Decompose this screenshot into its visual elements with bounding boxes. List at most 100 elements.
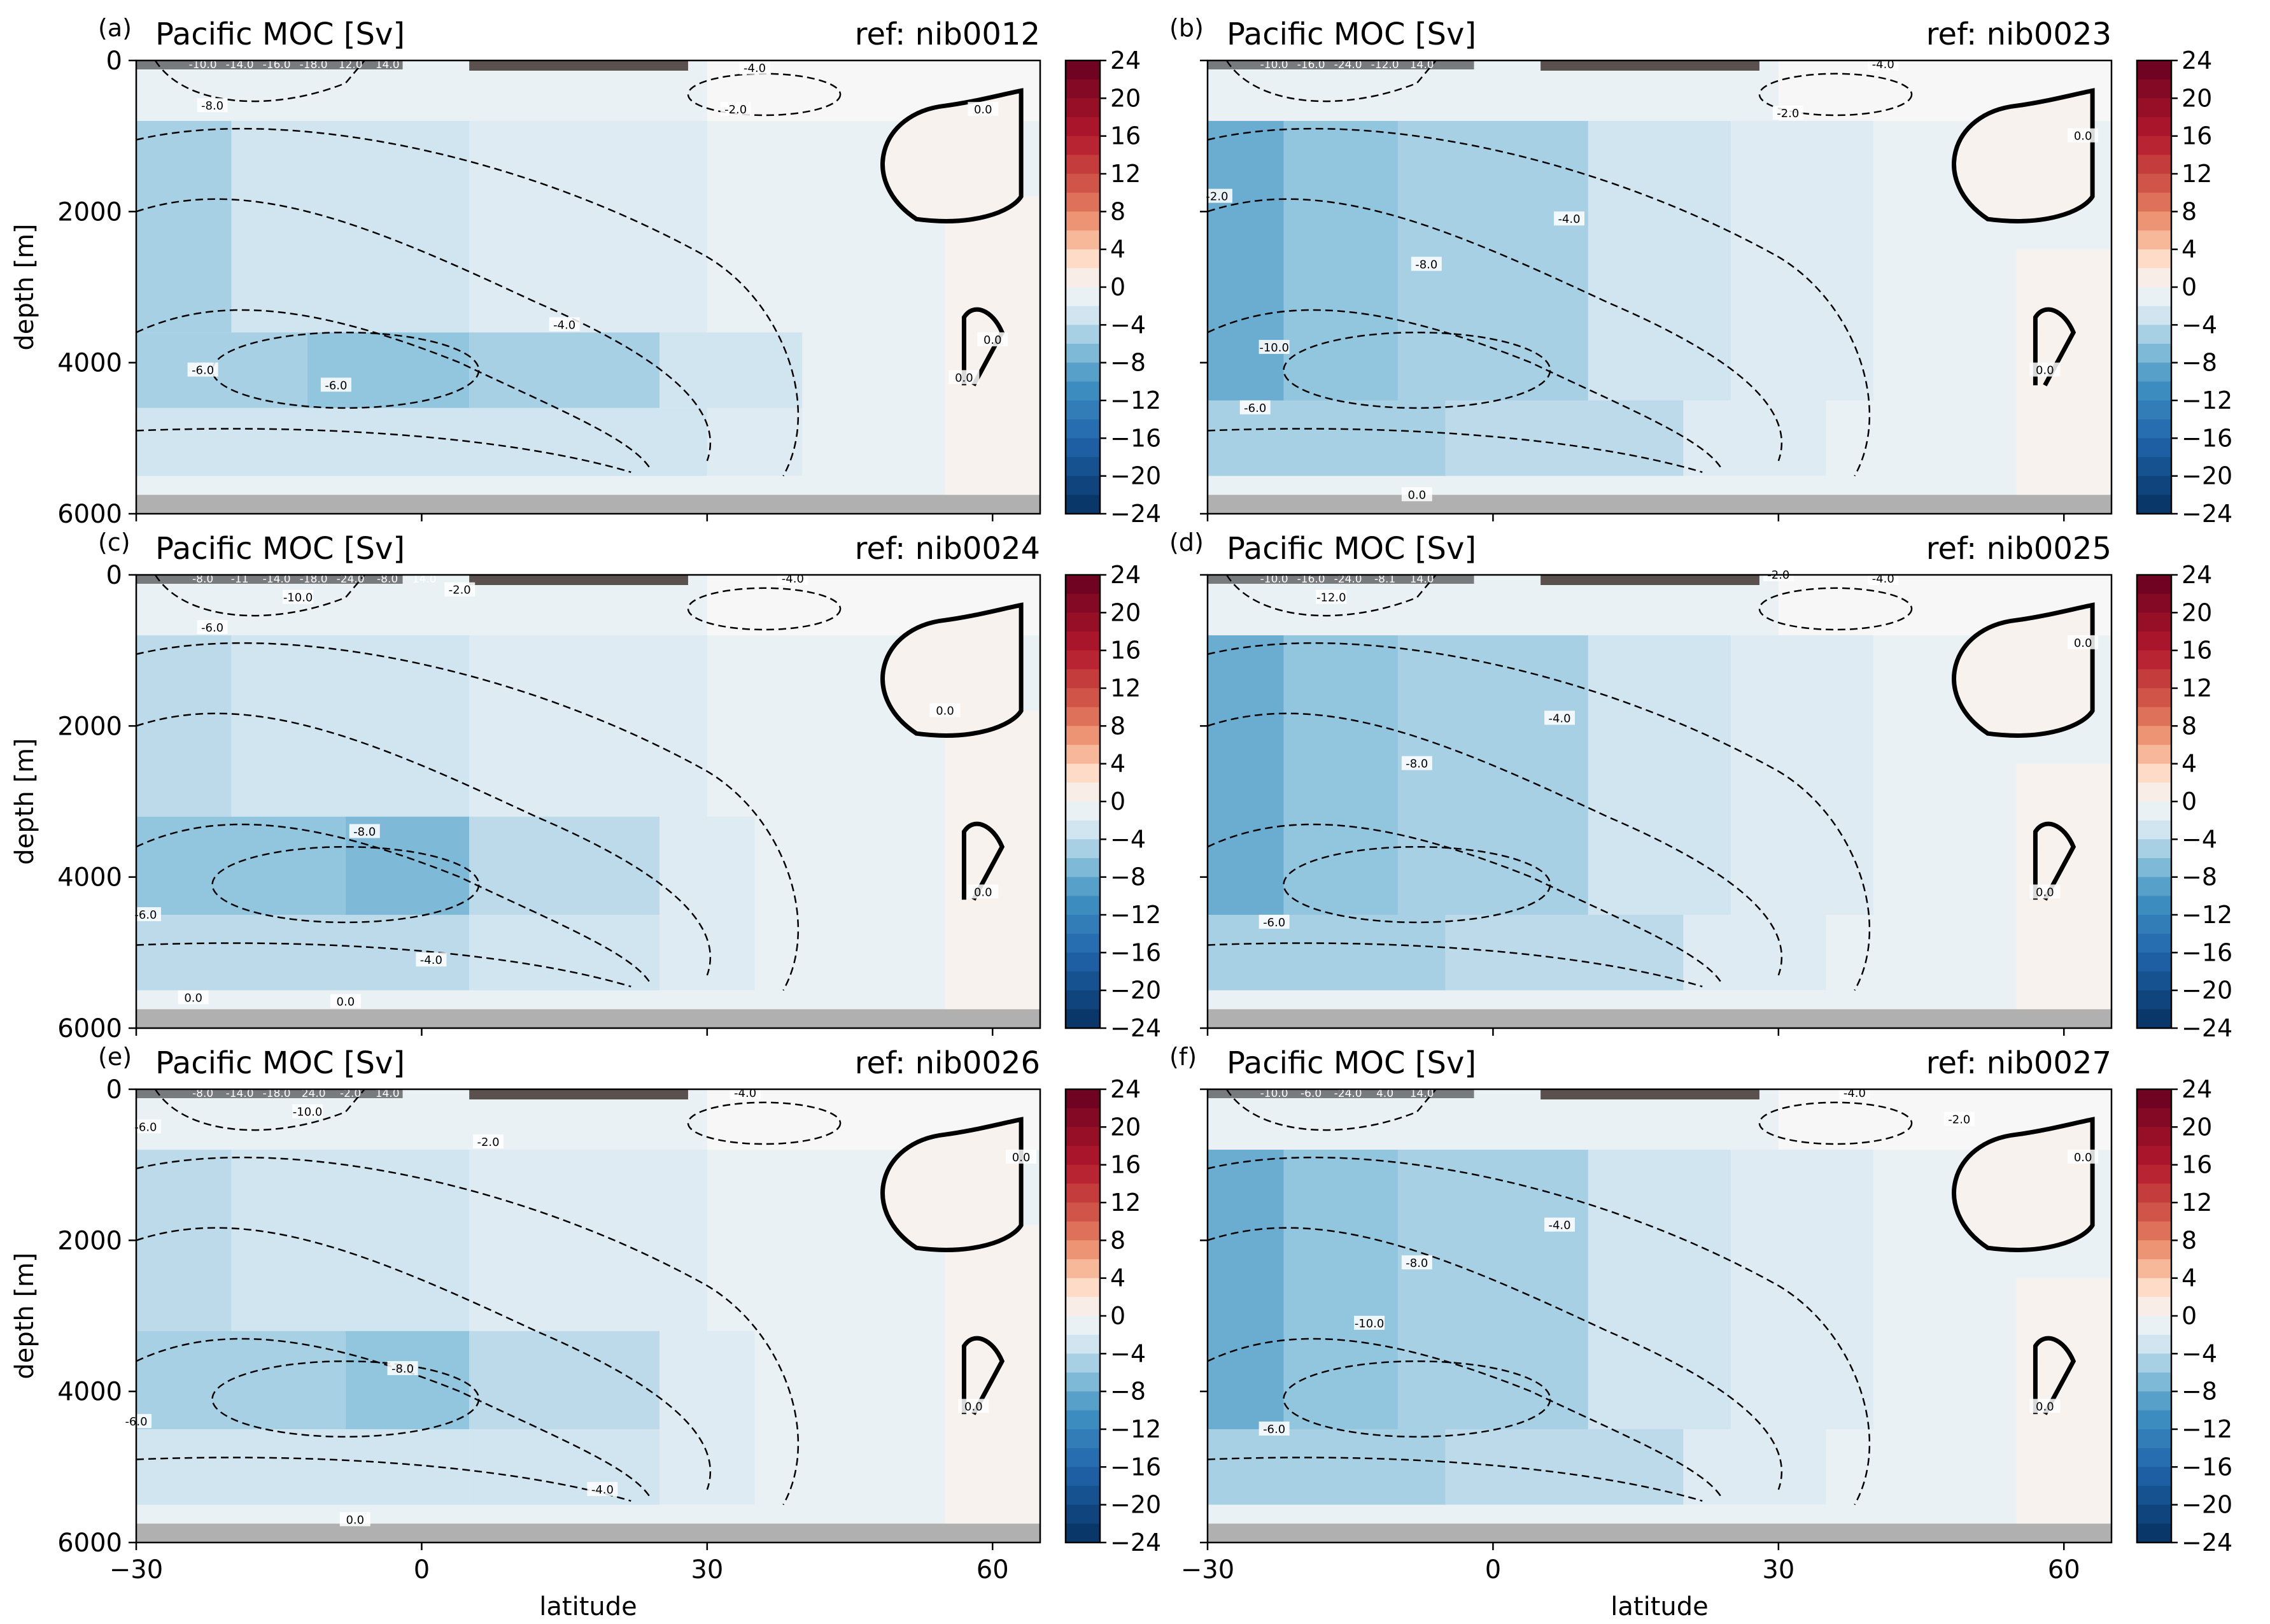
surface-contour-label: 14.0 bbox=[1410, 1087, 1434, 1100]
surface-contour-label: -8.0 bbox=[192, 1087, 213, 1100]
colorbar-segment bbox=[1066, 1009, 1100, 1029]
contour-label: 0.0 bbox=[936, 705, 954, 718]
moc-cell bbox=[136, 476, 1040, 495]
colorbar-segment bbox=[1066, 896, 1100, 915]
contour-label: 0.0 bbox=[2036, 364, 2054, 378]
contour-line bbox=[1207, 1156, 1871, 1506]
colorbar-tick-label: −12 bbox=[1110, 901, 1161, 929]
colorbar-segment bbox=[1066, 1410, 1100, 1430]
contour-label: -10.0 bbox=[293, 1106, 323, 1119]
colorbar-segment bbox=[1066, 1486, 1100, 1506]
moc-cell bbox=[1208, 915, 1446, 991]
contour-label-bg bbox=[1401, 487, 1432, 502]
colorbar-tick-label: 12 bbox=[1110, 674, 1141, 702]
contour-label-bg bbox=[948, 370, 980, 385]
x-tick-label: 0 bbox=[414, 1555, 430, 1585]
colorbar-segment bbox=[1066, 400, 1100, 420]
moc-cell bbox=[1397, 635, 1588, 915]
plot-frame bbox=[135, 59, 1041, 515]
contour-label: 0.0 bbox=[337, 995, 355, 1008]
land-mask bbox=[1208, 1009, 2111, 1028]
colorbar-tick-label: 24 bbox=[2182, 46, 2212, 74]
colorbar-segment bbox=[1066, 726, 1100, 745]
colorbar-tick-label: 8 bbox=[2182, 712, 2197, 740]
colorbar-tick-label: −16 bbox=[2182, 424, 2232, 452]
colorbar-segment bbox=[2137, 1164, 2171, 1184]
moc-cell bbox=[659, 1429, 755, 1505]
contour-line bbox=[687, 1101, 842, 1145]
contour-line bbox=[1207, 309, 1723, 469]
colorbar-segment bbox=[2137, 726, 2171, 745]
contour-line bbox=[1207, 642, 1871, 991]
moc-cell bbox=[1683, 915, 1826, 991]
colorbar-tick-label: −4 bbox=[1110, 825, 1146, 853]
contour-line bbox=[211, 1360, 480, 1438]
colorbar-segment bbox=[1066, 495, 1100, 514]
surface-contour-label: -14.0 bbox=[226, 59, 254, 71]
colorbar-segment bbox=[1066, 801, 1100, 821]
contour-label: -2.0 bbox=[1777, 107, 1799, 120]
moc-cell bbox=[1208, 60, 1474, 121]
panel-ref: ref: nib0025 bbox=[1926, 531, 2111, 567]
panel-label: (f) bbox=[1169, 1043, 1197, 1071]
contour-label: 0.0 bbox=[346, 1513, 364, 1527]
zero-contour bbox=[1952, 602, 2095, 738]
surface-contour-label: -10.0 bbox=[189, 59, 217, 71]
y-tick-label: 0 bbox=[106, 1075, 122, 1105]
colorbar-segment bbox=[2137, 1486, 2171, 1506]
colorbar-segment bbox=[2137, 1221, 2171, 1241]
contour-line bbox=[154, 1089, 365, 1131]
contour-line bbox=[1283, 845, 1551, 924]
contour-label-bg bbox=[1401, 1255, 1432, 1269]
colorbar-segment bbox=[1066, 688, 1100, 708]
contour-label: 0.0 bbox=[1408, 488, 1427, 502]
colorbar-tick-label: 0 bbox=[1110, 1302, 1125, 1330]
colorbar-segment bbox=[1066, 98, 1100, 118]
colorbar-segment bbox=[2137, 1523, 2171, 1543]
x-tick-label: −30 bbox=[109, 1555, 163, 1585]
contour-line bbox=[136, 1156, 800, 1506]
contour-label-bg bbox=[968, 102, 999, 117]
colorbar-tick-label: −20 bbox=[2182, 462, 2232, 490]
contour-line bbox=[136, 1457, 631, 1502]
panel-title: Pacific MOC [Sv] bbox=[1227, 531, 1476, 567]
contour-label-bg bbox=[1354, 1315, 1385, 1330]
x-axis-label: latitude bbox=[539, 1592, 637, 1621]
contour-label-bg bbox=[339, 1512, 370, 1527]
contour-label-bg bbox=[1258, 1422, 1290, 1436]
colorbar-tick-label: −8 bbox=[1110, 349, 1146, 377]
surface-contour-label: -8.0 bbox=[192, 573, 213, 586]
colorbar-tick-label: 20 bbox=[2182, 1113, 2212, 1141]
surface-contour-label: -24.0 bbox=[1334, 573, 1362, 586]
colorbar-tick-label: 20 bbox=[1110, 84, 1141, 112]
contour-line bbox=[1207, 712, 1783, 976]
colorbar-tick-label: −20 bbox=[2182, 977, 2232, 1005]
colorbar-tick-label: −16 bbox=[1110, 938, 1161, 966]
contour-label: -4.0 bbox=[591, 1483, 614, 1497]
contour-label-bg bbox=[2068, 1149, 2099, 1164]
colorbar-tick-label: −4 bbox=[2182, 1339, 2217, 1367]
moc-cell bbox=[136, 120, 232, 333]
surface-contour-label: -10.0 bbox=[1260, 573, 1288, 586]
surface-contour-band bbox=[1208, 575, 1474, 584]
colorbar-tick-label: 24 bbox=[1110, 561, 1141, 589]
y-tick-label: 6000 bbox=[57, 1529, 122, 1558]
colorbar-segment bbox=[1066, 362, 1100, 382]
colorbar-tick-label: −12 bbox=[2182, 386, 2232, 414]
surface-contour-label: -24.0 bbox=[1334, 59, 1362, 71]
panel-ref: ref: nib0023 bbox=[1926, 17, 2111, 52]
surface-contour-label: -6.0 bbox=[1301, 1087, 1322, 1100]
x-tick-label: −30 bbox=[1181, 1555, 1234, 1585]
zero-contour bbox=[2033, 821, 2076, 901]
x-tick-label: 30 bbox=[1762, 1555, 1794, 1585]
colorbar-segment bbox=[2137, 155, 2171, 174]
colorbar-segment bbox=[2137, 990, 2171, 1010]
colorbar-tick-label: −20 bbox=[1110, 1491, 1161, 1519]
colorbar-segment bbox=[1066, 344, 1100, 364]
contour-label: -8.0 bbox=[1406, 758, 1428, 771]
moc-cell bbox=[707, 635, 898, 817]
contour-line bbox=[136, 1338, 651, 1498]
colorbar-segment bbox=[2137, 306, 2171, 325]
colorbar-segment bbox=[2137, 400, 2171, 420]
colorbar-segment bbox=[1066, 707, 1100, 726]
